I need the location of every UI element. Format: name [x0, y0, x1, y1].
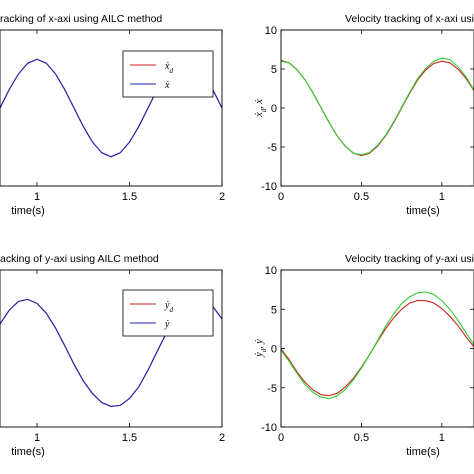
- y-tick-label: 10: [265, 25, 277, 37]
- plot-area-frame: [280, 29, 474, 187]
- x-tick-label: 0: [278, 191, 284, 203]
- chart-title: acking of y-axi using AILC method: [0, 253, 159, 265]
- x-tick-label: 1.5: [122, 432, 137, 444]
- y-tick-label: -5: [267, 142, 277, 154]
- x-tick-label: 2: [219, 191, 225, 203]
- legend-box: [122, 289, 214, 337]
- plot-x-position-tracking: racking of x-axi using AILC method 1 1.5 2 t…: [0, 13, 225, 217]
- legend-label: ẏ: [164, 319, 170, 330]
- x-tick-label: 0.5: [354, 191, 369, 203]
- chart-title: Velocity tracking of x-axi usi: [345, 13, 474, 25]
- y-axis-label: ẋd, ẋ: [254, 99, 268, 118]
- legend-label: ẋd: [164, 61, 173, 75]
- plot-y-position-tracking: acking of y-axi using AILC method 1 1.5 2 ti…: [0, 253, 225, 458]
- x-axis-label: time(s): [406, 446, 440, 458]
- y-tick-label: 0: [271, 344, 277, 356]
- x-tick-label: 1: [34, 191, 40, 203]
- legend-box: [122, 50, 214, 98]
- y-tick-label: 5: [271, 304, 277, 316]
- series-line-green: [280, 57, 474, 156]
- x-tick-label: 1: [34, 432, 40, 444]
- y-tick-label: 0: [271, 103, 277, 115]
- x-tick-label: 2: [219, 432, 225, 444]
- legend: ẋd ẋ: [122, 50, 214, 98]
- x-tick-label: 1: [439, 191, 445, 203]
- legend-label: ẋ: [164, 80, 170, 91]
- y-tick-label: -5: [267, 383, 277, 395]
- y-tick-label: -10: [261, 181, 277, 193]
- series-line-red: [280, 300, 474, 397]
- chart-title: Velocity tracking of y-axi usi: [345, 253, 474, 265]
- y-tick-label: 5: [271, 64, 277, 76]
- plot-area-frame: [0, 29, 223, 187]
- plot-area-frame: [280, 269, 474, 428]
- chart-title: racking of x-axi using AILC method: [0, 13, 162, 25]
- x-tick-label: 0: [278, 432, 284, 444]
- legend: ẏd ẏ: [122, 289, 214, 337]
- y-axis-label: ẏd, ẏ: [254, 339, 268, 358]
- x-tick-label: 0.5: [354, 432, 369, 444]
- series-line-green: [280, 291, 474, 400]
- x-axis-label: time(s): [11, 205, 45, 217]
- series-line-red: [280, 59, 474, 157]
- y-tick-label: 10: [265, 265, 277, 277]
- x-axis-label: time(s): [406, 205, 440, 217]
- x-axis-label: time(s): [11, 446, 45, 458]
- x-tick-label: 1: [439, 432, 445, 444]
- legend-label: ẏd: [164, 300, 173, 314]
- plot-area-frame: [0, 269, 223, 428]
- y-tick-label: -10: [261, 422, 277, 434]
- x-tick-label: 1.5: [122, 191, 137, 203]
